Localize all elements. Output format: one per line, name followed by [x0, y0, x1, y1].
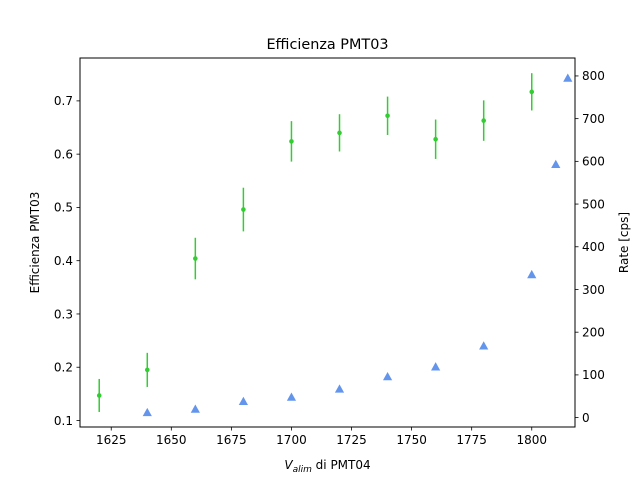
- efficiency-point: [337, 130, 342, 136]
- efficiency-point: [96, 393, 102, 398]
- rate-point: [190, 404, 200, 413]
- y-left-tick-label: 0.2: [54, 361, 73, 375]
- efficiency-point: [144, 367, 150, 373]
- y-left-tick-label: 0.5: [54, 201, 73, 215]
- x-tick-label: 1700: [276, 433, 307, 447]
- y-left-tick-label: 0.4: [54, 254, 73, 268]
- rate-point: [334, 384, 345, 393]
- rate-point: [238, 396, 248, 406]
- chart-title: Efficienza PMT03: [266, 37, 388, 53]
- rate-point: [382, 372, 393, 381]
- y-right-tick-label: 300: [582, 283, 605, 297]
- x-tick-label: 1750: [396, 433, 427, 447]
- axes-frame: [79, 57, 576, 428]
- y-right-tick-label: 500: [582, 197, 605, 211]
- x-tick-label: 1725: [336, 433, 367, 447]
- rate-point: [551, 159, 561, 169]
- efficiency-point: [529, 89, 535, 95]
- y-left-axis-label: Efficienza PMT03: [28, 192, 42, 294]
- x-tick-label: 1650: [156, 433, 187, 447]
- x-tick-label: 1675: [216, 433, 247, 447]
- y-right-tick-label: 100: [582, 368, 605, 382]
- y-right-tick-label: 200: [582, 325, 605, 339]
- efficiency-point: [385, 113, 390, 119]
- plot-area: [96, 73, 573, 417]
- rate-point: [286, 392, 297, 401]
- efficiency-point: [289, 139, 294, 144]
- rate-point: [431, 362, 441, 371]
- y-right-tick-label: 600: [582, 155, 605, 169]
- y-left-tick-label: 0.3: [54, 307, 73, 321]
- x-tick-label: 1625: [96, 433, 127, 447]
- x-tick-label: 1775: [456, 433, 487, 447]
- y-left-tick-label: 0.7: [54, 94, 73, 108]
- efficiency-point: [433, 136, 438, 142]
- y-left-tick-label: 0.6: [54, 147, 73, 161]
- efficiency-point: [193, 256, 198, 261]
- efficiency-point: [481, 118, 486, 123]
- y-right-axis-label: Rate [cps]: [617, 212, 631, 273]
- rate-point: [479, 341, 489, 350]
- rate-point: [563, 73, 573, 82]
- x-axis-label: Valim di PMT04: [284, 458, 370, 475]
- y-left-tick-label: 0.1: [54, 414, 73, 428]
- y-right-tick-label: 0: [582, 411, 590, 425]
- x-tick-label: 1800: [516, 433, 547, 447]
- y-right-tick-label: 700: [582, 112, 605, 126]
- rate-point: [142, 407, 152, 417]
- y-right-tick-label: 800: [582, 69, 605, 83]
- efficiency-point: [241, 207, 246, 212]
- rate-point: [527, 269, 537, 279]
- y-right-tick-label: 400: [582, 240, 605, 254]
